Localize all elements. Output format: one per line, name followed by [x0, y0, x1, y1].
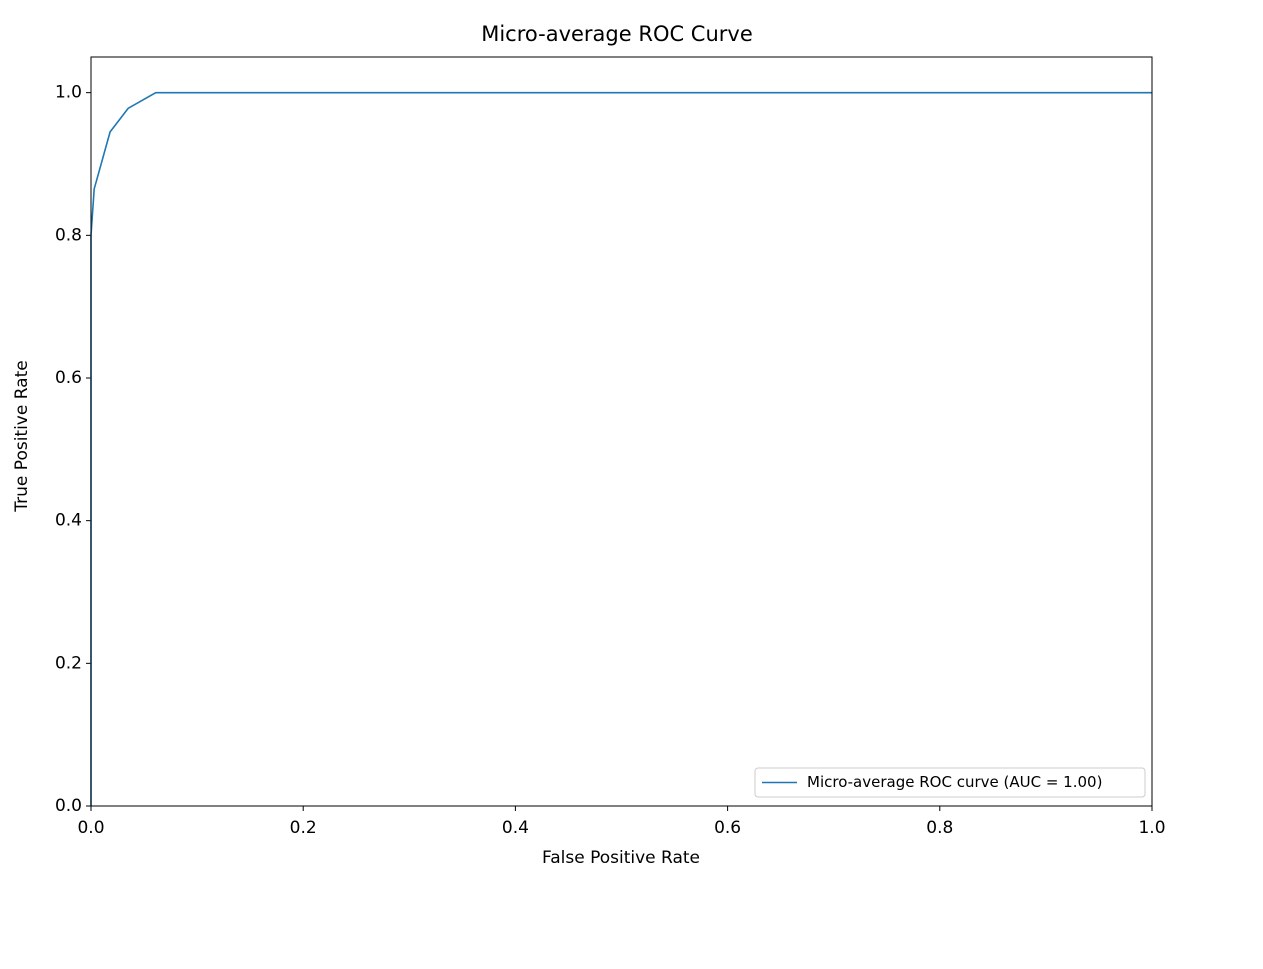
y-tick-label: 0.4	[55, 511, 82, 531]
y-axis-label: True Positive Rate	[12, 360, 32, 512]
legend-label: Micro-average ROC curve (AUC = 1.00)	[807, 773, 1102, 791]
x-tick-label: 0.0	[77, 818, 104, 838]
x-tick-label: 1.0	[1138, 818, 1165, 838]
x-tick-label: 0.6	[714, 818, 741, 838]
plot-frame	[90, 56, 1153, 807]
x-tick-label: 0.8	[926, 818, 953, 838]
y-tick-label: 0.2	[55, 653, 82, 673]
y-tick-label: 0.0	[55, 796, 82, 816]
legend-box	[754, 767, 1146, 798]
x-tick-label: 0.2	[290, 818, 317, 838]
x-tick-label: 0.4	[502, 818, 529, 838]
chart-title: Micro-average ROC Curve	[481, 22, 753, 46]
x-axis-label: False Positive Rate	[542, 848, 700, 868]
y-tick-label: 1.0	[55, 83, 82, 103]
y-tick-label: 0.8	[55, 225, 82, 245]
roc-line	[90, 91, 1152, 806]
y-tick-label: 0.6	[55, 368, 82, 388]
